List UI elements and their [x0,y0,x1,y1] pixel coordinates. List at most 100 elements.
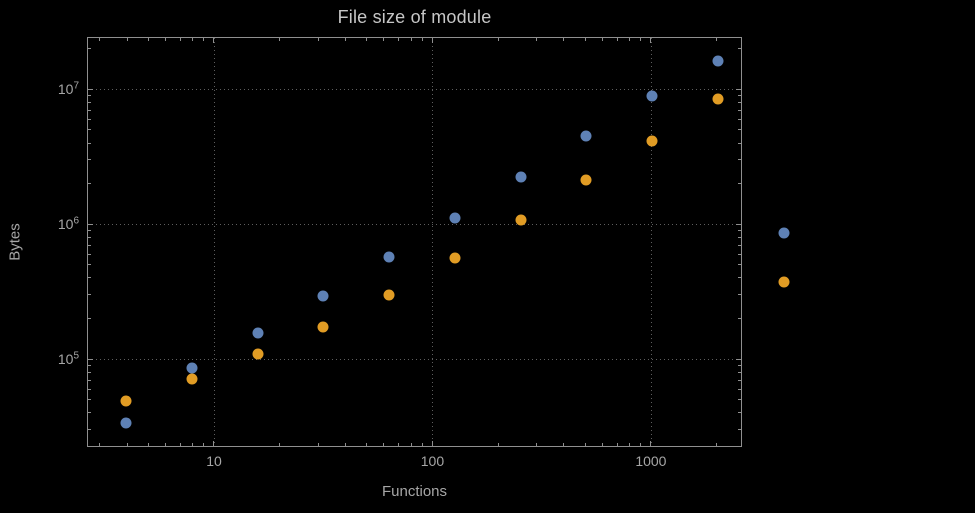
y-tick-mark [738,264,741,266]
data-point [449,252,461,264]
x-tick-mark [165,38,167,41]
x-tick-mark [147,443,149,446]
data-point [449,212,461,224]
x-tick-mark [431,441,433,446]
y-tick-label: 106 [57,215,79,233]
y-tick-mark [736,223,741,225]
x-tick-mark [497,443,499,446]
x-tick-mark [398,38,400,41]
x-tick-mark [279,443,281,446]
x-tick-mark [616,443,618,446]
x-tick-mark [584,443,586,446]
x-tick-mark [421,38,423,41]
y-tick-mark [88,183,91,185]
x-tick-mark [640,38,642,41]
gridline-vertical [432,38,434,446]
data-point [646,90,658,102]
y-tick-mark [88,429,91,431]
x-tick-mark [383,38,385,41]
y-tick-mark [88,223,93,225]
y-tick-mark [738,253,741,255]
x-tick-mark [650,38,652,43]
y-tick-mark [738,412,741,414]
x-tick-mark [213,441,215,446]
x-tick-mark [126,443,128,446]
x-tick-mark [99,443,101,446]
y-tick-mark [88,229,91,231]
y-tick-mark [88,109,91,111]
y-tick-mark [738,244,741,246]
y-tick-mark [738,101,741,103]
y-tick-mark [88,244,91,246]
x-tick-mark [203,443,205,446]
y-tick-mark [88,264,91,266]
data-point [515,214,527,226]
data-point [383,289,395,301]
y-tick-mark [88,358,93,360]
y-tick-mark [88,294,91,296]
x-tick-mark [317,443,319,446]
x-tick-mark [601,38,603,41]
x-tick-mark [431,38,433,43]
x-tick-mark [716,443,718,446]
x-tick-mark [126,38,128,41]
x-axis-label: Functions [381,483,448,500]
x-tick-mark [192,443,194,446]
x-tick-mark [601,443,603,446]
data-point [317,290,329,302]
y-tick-label: 107 [57,80,79,98]
x-tick-mark [398,443,400,446]
gridline-vertical [650,38,652,446]
y-tick-mark [738,379,741,381]
y-tick-mark [738,388,741,390]
y-tick-mark [88,129,91,131]
x-tick-label: 100 [420,453,445,469]
x-tick-mark [629,38,631,41]
plot-frame: 10 100 1000 105 106 107 [58,37,742,469]
y-tick-mark [88,388,91,390]
x-tick-mark [410,443,412,446]
x-tick-mark [584,38,586,41]
y-tick-mark [88,371,91,373]
y-tick-mark [738,142,741,144]
x-tick-mark [203,38,205,41]
y-tick-mark [738,277,741,279]
data-point [580,174,592,186]
y-tick-mark [738,129,741,131]
data-point [712,55,724,67]
gridline-horizontal [88,359,741,361]
x-tick-mark [497,38,499,41]
y-axis-label: Bytes [6,223,24,261]
data-point [515,171,527,183]
y-tick-mark [738,229,741,231]
x-tick-mark [563,38,565,41]
data-point [778,227,790,239]
y-tick-mark [738,118,741,120]
y-tick-mark [738,364,741,366]
x-tick-mark [179,443,181,446]
y-tick-mark [88,379,91,381]
gridline-horizontal [88,224,741,226]
x-tick-mark [640,443,642,446]
data-point [186,373,198,385]
x-tick-mark [317,38,319,41]
data-point [252,348,264,360]
data-point [120,417,132,429]
x-tick-mark [366,38,368,41]
data-point [120,395,132,407]
y-tick-mark [738,48,741,50]
x-tick-mark [650,441,652,446]
y-tick-mark [738,371,741,373]
y-tick-mark [738,109,741,111]
data-point [646,135,658,147]
data-point [252,327,264,339]
x-tick-mark [536,443,538,446]
y-tick-mark [738,159,741,161]
y-tick-mark [738,183,741,185]
x-tick-mark [383,443,385,446]
y-tick-mark [88,318,91,320]
y-tick-mark [738,236,741,238]
y-tick-mark [738,294,741,296]
x-tick-mark [192,38,194,41]
